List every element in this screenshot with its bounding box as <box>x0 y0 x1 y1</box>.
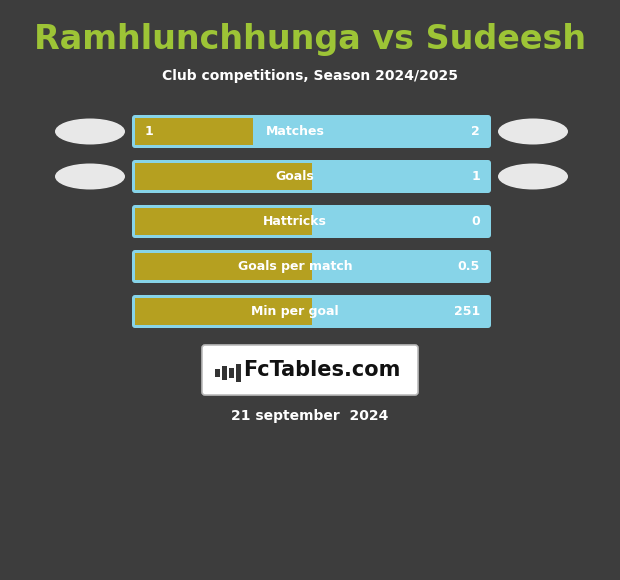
Text: Goals per match: Goals per match <box>237 260 352 273</box>
FancyBboxPatch shape <box>132 205 321 238</box>
Text: 1: 1 <box>471 170 480 183</box>
FancyBboxPatch shape <box>132 115 491 148</box>
FancyBboxPatch shape <box>132 295 321 328</box>
Text: 251: 251 <box>454 305 480 318</box>
Text: 0.5: 0.5 <box>458 260 480 273</box>
FancyBboxPatch shape <box>132 160 321 193</box>
Bar <box>222 366 227 380</box>
FancyBboxPatch shape <box>132 115 262 148</box>
FancyBboxPatch shape <box>132 160 491 193</box>
FancyBboxPatch shape <box>132 295 491 328</box>
Text: Matches: Matches <box>265 125 324 138</box>
Text: Hattricks: Hattricks <box>263 215 327 228</box>
FancyBboxPatch shape <box>202 345 418 395</box>
Text: 2: 2 <box>471 125 480 138</box>
Ellipse shape <box>498 118 568 144</box>
Text: 21 september  2024: 21 september 2024 <box>231 409 389 423</box>
FancyBboxPatch shape <box>132 250 491 283</box>
FancyBboxPatch shape <box>132 205 491 238</box>
Text: Min per goal: Min per goal <box>251 305 339 318</box>
Text: 0: 0 <box>471 215 480 228</box>
Bar <box>229 368 234 378</box>
Bar <box>236 364 241 382</box>
Text: 1: 1 <box>145 125 154 138</box>
Ellipse shape <box>498 164 568 190</box>
Text: Goals: Goals <box>276 170 314 183</box>
Bar <box>215 369 220 377</box>
Text: Ramhlunchhunga vs Sudeesh: Ramhlunchhunga vs Sudeesh <box>34 24 586 56</box>
Text: Club competitions, Season 2024/2025: Club competitions, Season 2024/2025 <box>162 69 458 83</box>
FancyBboxPatch shape <box>132 250 321 283</box>
Ellipse shape <box>55 118 125 144</box>
Ellipse shape <box>55 164 125 190</box>
Text: FcTables.com: FcTables.com <box>243 360 401 380</box>
